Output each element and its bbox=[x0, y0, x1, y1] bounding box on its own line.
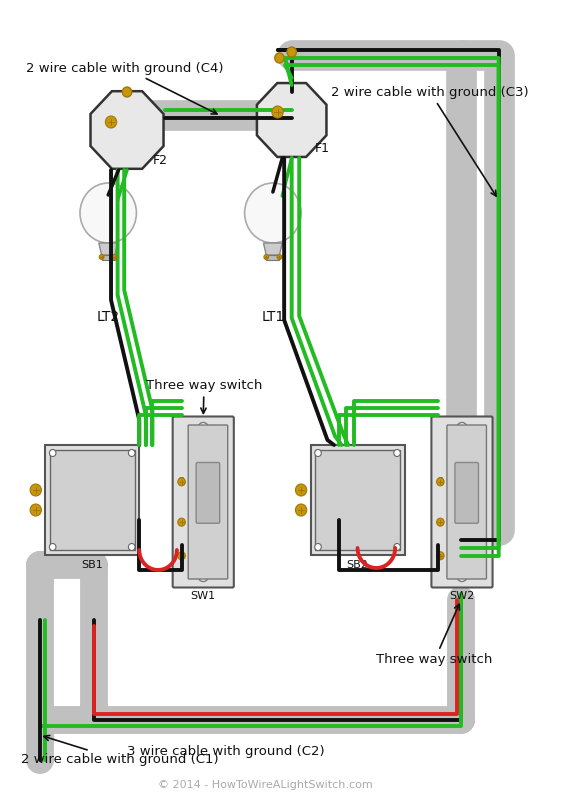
Circle shape bbox=[315, 450, 321, 457]
Text: F2: F2 bbox=[152, 154, 168, 167]
Circle shape bbox=[245, 183, 301, 243]
Circle shape bbox=[50, 544, 56, 551]
Polygon shape bbox=[263, 243, 282, 255]
FancyBboxPatch shape bbox=[266, 255, 279, 260]
Text: SB2: SB2 bbox=[347, 560, 368, 570]
Text: F1: F1 bbox=[315, 142, 330, 155]
Text: © 2014 - HowToWireALightSwitch.com: © 2014 - HowToWireALightSwitch.com bbox=[158, 780, 373, 790]
Circle shape bbox=[272, 106, 283, 118]
FancyBboxPatch shape bbox=[447, 425, 487, 579]
Circle shape bbox=[264, 254, 268, 260]
Circle shape bbox=[394, 544, 400, 551]
FancyBboxPatch shape bbox=[102, 255, 115, 260]
FancyBboxPatch shape bbox=[173, 417, 234, 587]
Circle shape bbox=[80, 183, 136, 243]
Circle shape bbox=[198, 571, 209, 582]
Text: 2 wire cable with ground (C3): 2 wire cable with ground (C3) bbox=[331, 85, 529, 196]
FancyBboxPatch shape bbox=[311, 445, 404, 555]
FancyBboxPatch shape bbox=[45, 445, 139, 555]
Circle shape bbox=[105, 116, 117, 128]
Circle shape bbox=[459, 499, 465, 505]
Circle shape bbox=[129, 544, 135, 551]
Circle shape bbox=[30, 504, 41, 516]
Text: SB1: SB1 bbox=[81, 560, 103, 570]
Circle shape bbox=[122, 87, 132, 97]
FancyBboxPatch shape bbox=[431, 417, 492, 587]
Text: SW1: SW1 bbox=[191, 591, 216, 601]
FancyBboxPatch shape bbox=[315, 450, 400, 550]
Circle shape bbox=[178, 518, 186, 526]
Polygon shape bbox=[90, 91, 164, 169]
Circle shape bbox=[277, 254, 282, 260]
Circle shape bbox=[457, 571, 467, 582]
Circle shape bbox=[275, 53, 284, 63]
Circle shape bbox=[315, 544, 321, 551]
Polygon shape bbox=[99, 243, 118, 255]
Text: LT2: LT2 bbox=[96, 310, 120, 324]
Text: Three way switch: Three way switch bbox=[376, 604, 493, 666]
FancyBboxPatch shape bbox=[196, 462, 220, 524]
Circle shape bbox=[50, 450, 56, 457]
Text: 2 wire cable with ground (C1): 2 wire cable with ground (C1) bbox=[21, 736, 218, 767]
Circle shape bbox=[437, 552, 444, 559]
Text: 3 wire cable with ground (C2): 3 wire cable with ground (C2) bbox=[127, 745, 325, 758]
Polygon shape bbox=[257, 83, 327, 157]
Text: SW2: SW2 bbox=[450, 591, 475, 601]
Circle shape bbox=[129, 450, 135, 457]
Text: C: C bbox=[437, 477, 443, 486]
Circle shape bbox=[30, 484, 41, 496]
Circle shape bbox=[437, 518, 444, 526]
Circle shape bbox=[437, 478, 444, 486]
Circle shape bbox=[287, 47, 297, 57]
Circle shape bbox=[394, 450, 400, 457]
Circle shape bbox=[457, 422, 467, 434]
FancyBboxPatch shape bbox=[455, 462, 478, 524]
Circle shape bbox=[198, 422, 209, 434]
Text: C: C bbox=[178, 477, 184, 486]
Circle shape bbox=[112, 254, 117, 260]
Circle shape bbox=[296, 504, 307, 516]
Circle shape bbox=[200, 499, 206, 505]
Text: 2 wire cable with ground (C4): 2 wire cable with ground (C4) bbox=[27, 61, 224, 114]
Circle shape bbox=[296, 484, 307, 496]
Text: Three way switch: Three way switch bbox=[146, 379, 262, 414]
Text: LT1: LT1 bbox=[261, 310, 284, 324]
Circle shape bbox=[178, 478, 186, 486]
Circle shape bbox=[178, 552, 186, 559]
FancyBboxPatch shape bbox=[50, 450, 135, 550]
FancyBboxPatch shape bbox=[188, 425, 228, 579]
Circle shape bbox=[99, 254, 104, 260]
